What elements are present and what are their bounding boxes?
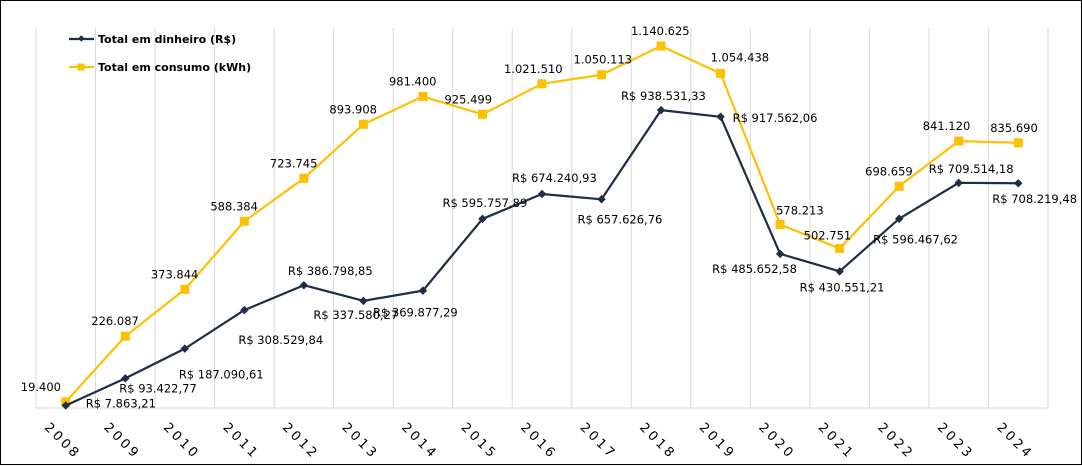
legend-label-consumo: Total em consumo (kWh) xyxy=(98,61,251,74)
x-tick-label: 2022 xyxy=(874,420,916,462)
point-marker-consumo xyxy=(954,136,964,146)
point-marker-dinheiro xyxy=(359,296,368,306)
point-marker-dinheiro xyxy=(121,374,130,383)
x-tick-label: 2021 xyxy=(815,420,857,462)
data-label-dinheiro: R$ 187.090,61 xyxy=(179,368,264,382)
x-tick-label: 2020 xyxy=(755,420,797,462)
x-tick-label: 2014 xyxy=(398,420,440,462)
data-label-dinheiro: R$ 369.877,29 xyxy=(373,306,458,320)
point-marker-dinheiro xyxy=(180,344,190,353)
point-marker-consumo xyxy=(775,219,785,229)
point-marker-dinheiro xyxy=(418,286,428,295)
legend-marker-square-icon xyxy=(77,63,85,71)
data-label-consumo: 19.400 xyxy=(21,380,61,394)
legend-item-dinheiro: Total em dinheiro (R$) xyxy=(69,33,236,46)
data-label-dinheiro: R$ 674.240,93 xyxy=(512,171,597,185)
legend-item-consumo: Total em consumo (kWh) xyxy=(69,61,251,74)
point-marker-consumo xyxy=(656,41,666,51)
data-label-consumo: 578.213 xyxy=(776,203,824,217)
point-marker-consumo xyxy=(239,216,249,226)
series-group xyxy=(61,41,1023,410)
point-marker-consumo xyxy=(597,70,607,80)
x-tick-label: 2010 xyxy=(160,420,202,462)
point-marker-consumo xyxy=(299,173,309,183)
data-label-dinheiro: R$ 7.863,21 xyxy=(86,397,156,411)
x-tick-label: 2019 xyxy=(696,420,738,462)
point-marker-dinheiro xyxy=(775,249,785,259)
data-label-dinheiro: R$ 938.531,33 xyxy=(621,89,706,103)
point-marker-dinheiro xyxy=(716,112,725,122)
point-marker-consumo xyxy=(1013,138,1023,148)
x-tick-label: 2013 xyxy=(339,420,381,462)
data-label-dinheiro: R$ 308.529,84 xyxy=(238,333,323,347)
data-label-consumo: 981.400 xyxy=(389,75,437,89)
data-label-dinheiro: R$ 709.514,18 xyxy=(929,162,1014,176)
data-label-consumo: 1.021.510 xyxy=(504,62,563,76)
x-axis: 2008 2009 2010 2011 2012 2013 2014 2015 2016 2017… xyxy=(36,407,1048,463)
data-label-consumo: 841.120 xyxy=(923,119,971,133)
data-label-consumo: 502.751 xyxy=(804,228,852,242)
point-marker-dinheiro xyxy=(240,305,249,315)
point-marker-consumo xyxy=(358,119,368,129)
data-label-consumo: 893.908 xyxy=(329,102,377,116)
data-label-consumo: 835.690 xyxy=(990,121,1038,135)
data-label-consumo: 1.140.625 xyxy=(631,24,690,38)
x-tick-label: 2024 xyxy=(993,420,1035,462)
data-label-dinheiro: R$ 386.798,85 xyxy=(288,264,373,278)
data-label-dinheiro: R$ 917.562,06 xyxy=(733,111,818,125)
legend: Total em dinheiro (R$) Total em consumo … xyxy=(69,33,251,74)
point-marker-consumo xyxy=(716,68,726,78)
point-marker-consumo xyxy=(418,92,428,102)
point-marker-consumo xyxy=(477,109,487,119)
data-label-consumo: 1.054.438 xyxy=(711,50,770,64)
point-marker-dinheiro xyxy=(537,189,547,199)
data-label-dinheiro: R$ 596.467,62 xyxy=(873,233,958,247)
legend-label-dinheiro: Total em dinheiro (R$) xyxy=(98,33,236,46)
data-label-dinheiro: R$ 595.757,89 xyxy=(442,196,527,210)
data-label-dinheiro: R$ 485.652,58 xyxy=(712,262,797,276)
point-marker-consumo xyxy=(120,331,130,341)
x-tick-label: 2023 xyxy=(934,420,976,462)
data-label-consumo: 1.050.113 xyxy=(574,53,633,67)
x-tick-label: 2011 xyxy=(220,420,262,462)
point-marker-consumo xyxy=(894,181,904,191)
x-tick-label: 2009 xyxy=(100,420,142,462)
data-label-consumo: 588.384 xyxy=(210,199,258,213)
point-marker-consumo xyxy=(180,284,190,294)
data-label-consumo: 925.499 xyxy=(444,92,492,106)
data-label-dinheiro: R$ 93.422,77 xyxy=(119,381,197,395)
point-marker-dinheiro xyxy=(299,280,309,290)
series-line-dinheiro xyxy=(65,109,1019,407)
data-label-consumo: 698.659 xyxy=(865,164,913,178)
point-marker-dinheiro xyxy=(478,214,487,224)
point-marker-consumo xyxy=(835,243,845,253)
legend-marker-diamond-icon xyxy=(78,35,85,42)
point-marker-dinheiro xyxy=(835,267,844,276)
data-label-dinheiro: R$ 430.551,21 xyxy=(800,280,885,294)
x-tick-label: 2012 xyxy=(279,420,321,462)
data-label-consumo: 373.844 xyxy=(151,267,199,281)
data-label-dinheiro: R$ 708.219,48 xyxy=(992,192,1077,206)
x-tick-label: 2015 xyxy=(458,420,500,462)
gridlines xyxy=(35,28,1049,408)
x-tick-label: 2017 xyxy=(577,420,619,462)
x-tick-label: 2016 xyxy=(517,420,559,462)
data-label-dinheiro: R$ 337.580,27 xyxy=(313,308,398,322)
data-label-consumo: 226.087 xyxy=(91,314,139,328)
data-labels: R$ 7.863,21 R$ 93.422,77R$ 187.090,61 R$ 3… xyxy=(21,24,1077,411)
series-line-consumo xyxy=(64,44,1019,403)
point-marker-consumo xyxy=(537,79,547,89)
data-label-dinheiro: R$ 657.626,76 xyxy=(578,212,663,226)
x-tick-label: 2008 xyxy=(41,420,83,462)
x-tick-label: 2018 xyxy=(636,420,678,462)
data-label-consumo: 723.745 xyxy=(270,156,318,170)
point-marker-dinheiro xyxy=(1013,178,1023,188)
